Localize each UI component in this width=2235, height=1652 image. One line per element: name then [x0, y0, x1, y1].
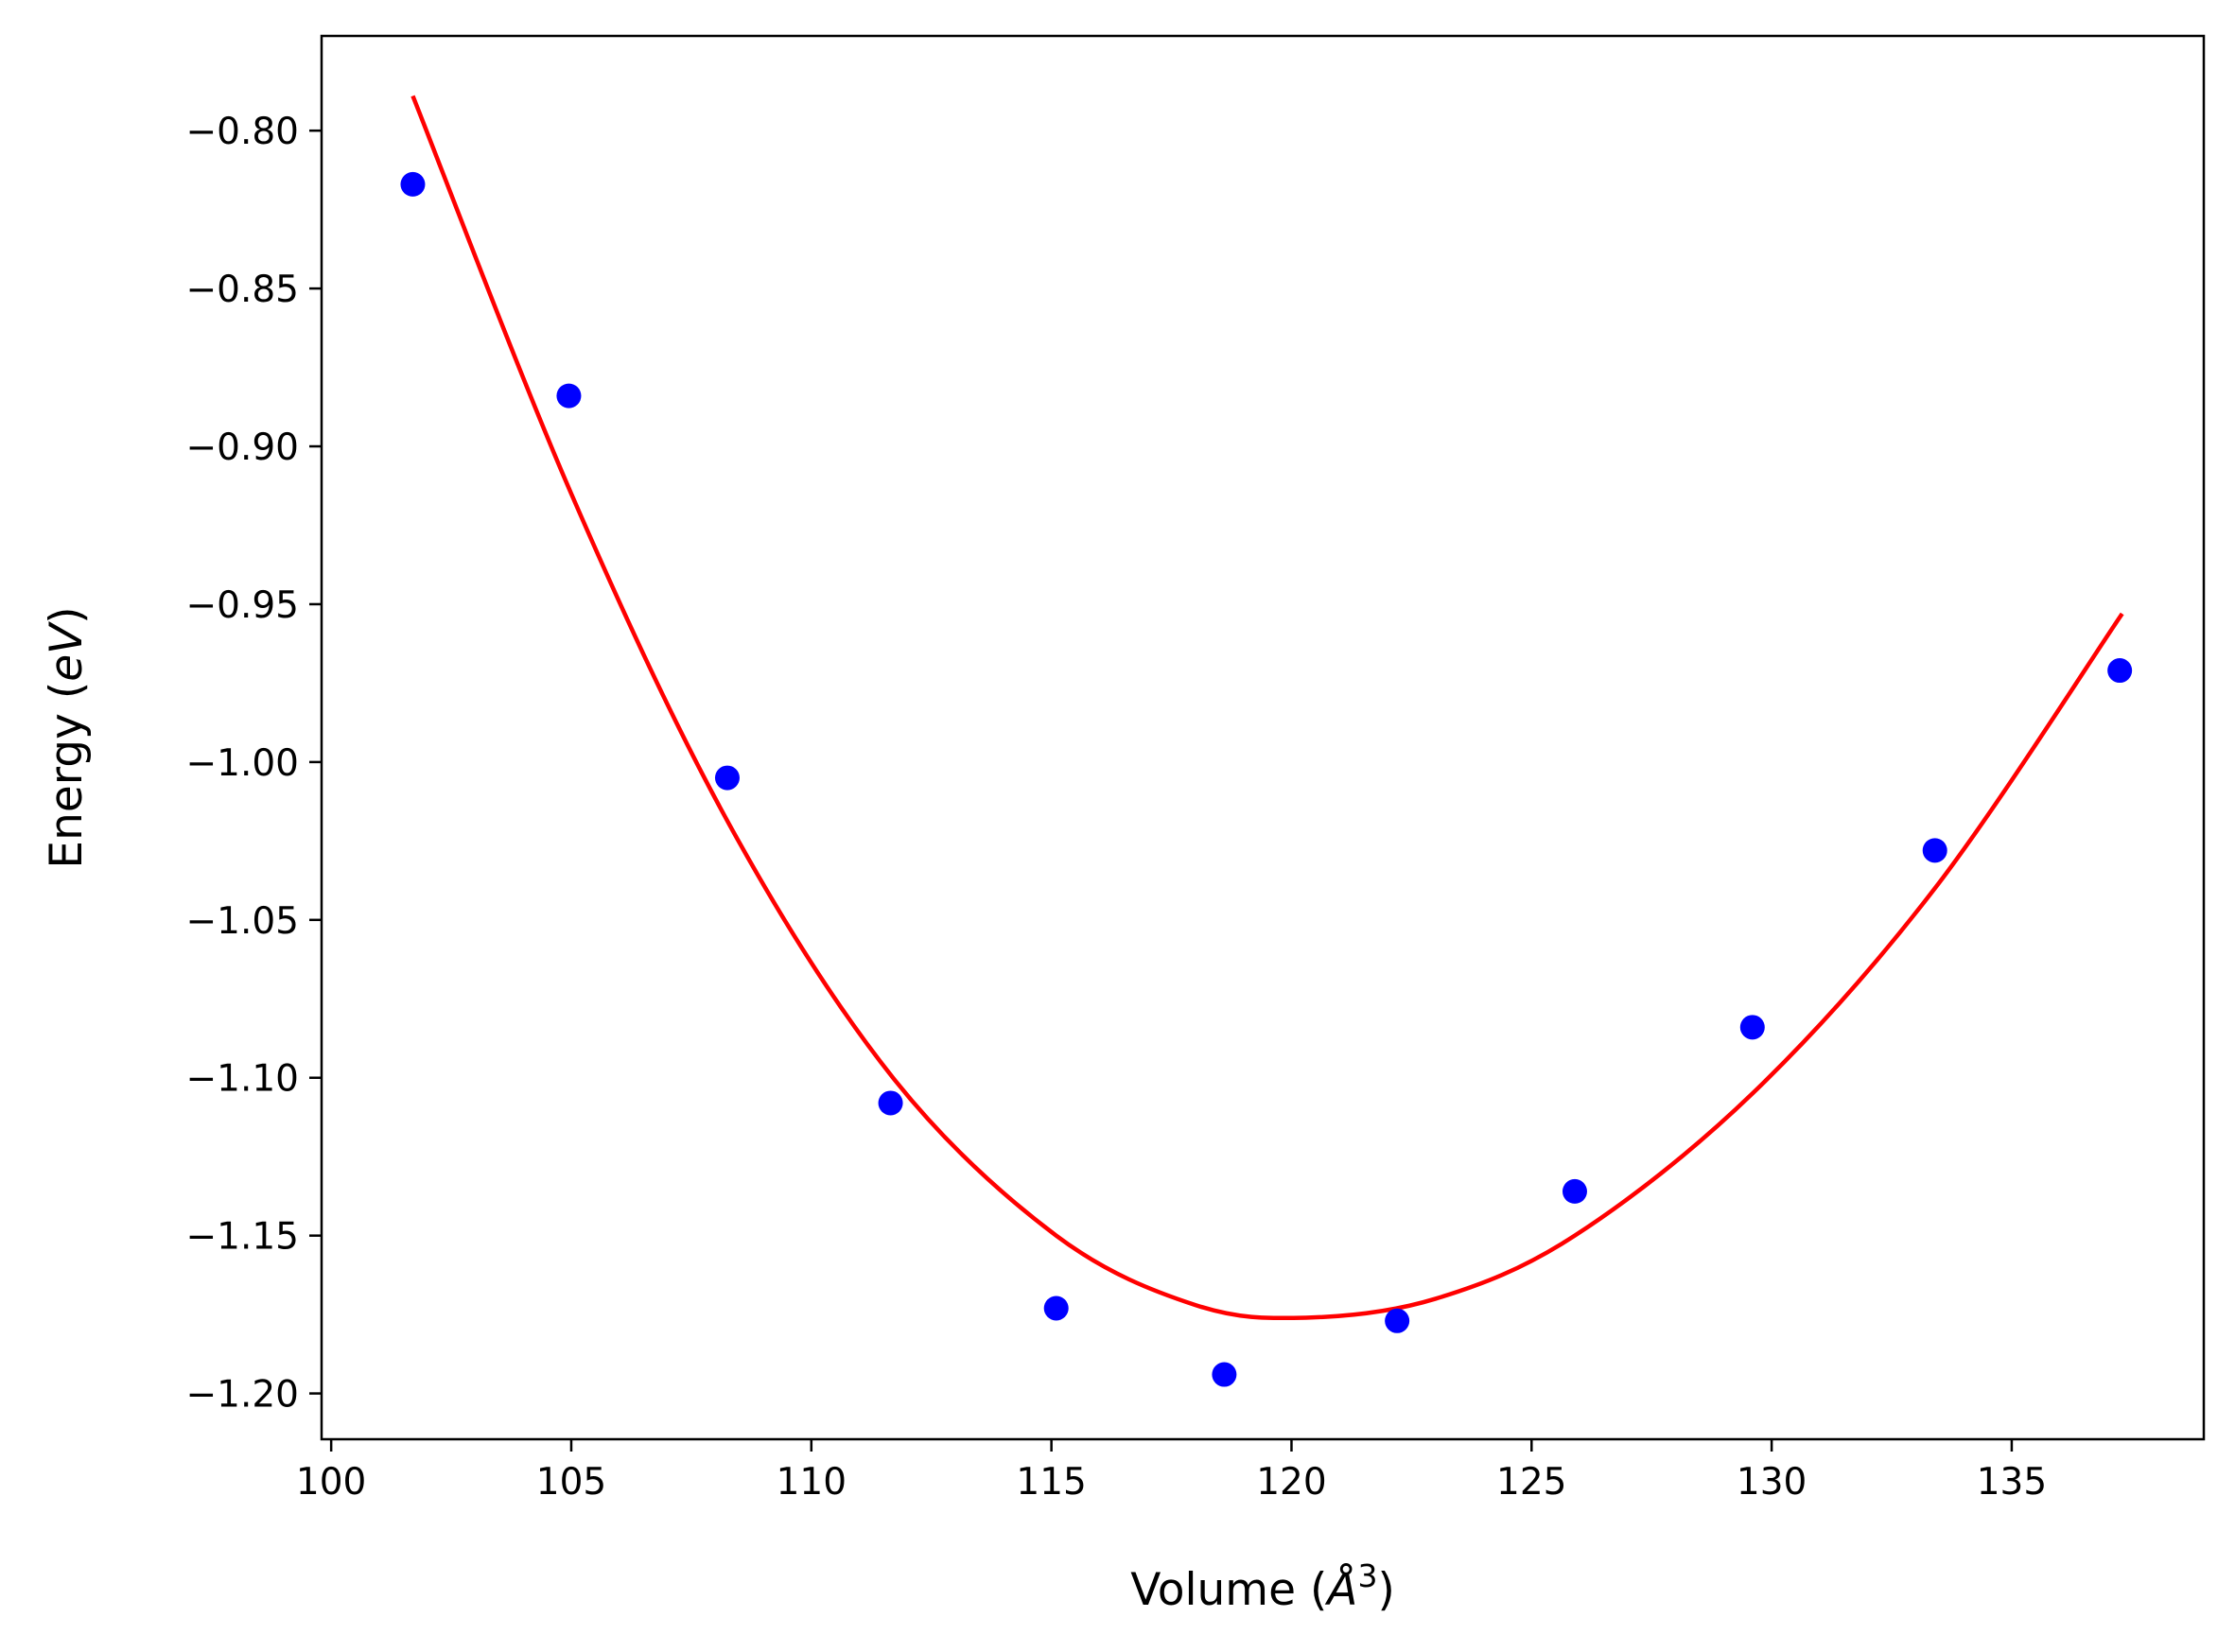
y-axis-label-suffix: ) — [41, 606, 93, 623]
y-axis-label-prefix: Energy ( — [41, 682, 93, 869]
data-point — [2107, 658, 2133, 684]
data-point — [1562, 1178, 1587, 1204]
x-axis-label-unit: Å — [1324, 1564, 1357, 1616]
data-point — [1385, 1308, 1410, 1333]
data-point — [878, 1090, 903, 1116]
y-axis-ticks: −0.80 −0.85 −0.90 −0.95 −1.00 −1.05 −1.10 −1.15… — [185, 111, 322, 1417]
x-tick-label: 130 — [1737, 1461, 1807, 1504]
y-tick-label: −0.90 — [185, 426, 299, 469]
x-tick-label: 100 — [296, 1461, 366, 1504]
x-tick-label: 120 — [1256, 1461, 1326, 1504]
y-tick-label: −1.20 — [185, 1374, 299, 1417]
plot-frame — [320, 34, 2206, 1441]
x-tick-label: 105 — [536, 1461, 606, 1504]
x-axis-label-prefix: Volume ( — [1130, 1564, 1327, 1616]
x-axis-ticks: 100 105 110 115 120 125 130 135 — [296, 1439, 2047, 1504]
data-point — [1043, 1296, 1069, 1321]
x-axis-label-suffix: ) — [1377, 1564, 1394, 1616]
x-tick-label: 115 — [1016, 1461, 1086, 1504]
y-tick-label: −1.10 — [185, 1058, 299, 1101]
x-axis-label-exponent: 3 — [1357, 1557, 1377, 1594]
x-tick-label: 110 — [777, 1461, 847, 1504]
y-tick-label: −0.85 — [185, 269, 299, 311]
fit-curve-line — [410, 95, 2124, 1321]
x-tick-label: 125 — [1496, 1461, 1566, 1504]
data-point — [1922, 838, 1947, 863]
plot-area — [322, 36, 2204, 1439]
y-axis-label: Energy (eV) — [41, 606, 93, 868]
series-layer — [400, 95, 2133, 1387]
x-tick-label: 135 — [1977, 1461, 2047, 1504]
data-point — [1212, 1362, 1237, 1387]
y-tick-label: −0.80 — [185, 111, 299, 153]
y-tick-label: −0.95 — [185, 584, 299, 627]
data-point — [714, 765, 740, 791]
y-tick-label: −1.15 — [185, 1216, 299, 1259]
y-tick-label: −1.05 — [185, 900, 299, 943]
y-axis-label-unit: eV — [41, 621, 93, 682]
data-point — [400, 171, 426, 197]
data-point — [556, 383, 582, 409]
y-tick-label: −1.00 — [185, 742, 299, 785]
data-point — [1739, 1015, 1765, 1040]
x-axis-label: Volume (Å3) — [1130, 1557, 1395, 1616]
